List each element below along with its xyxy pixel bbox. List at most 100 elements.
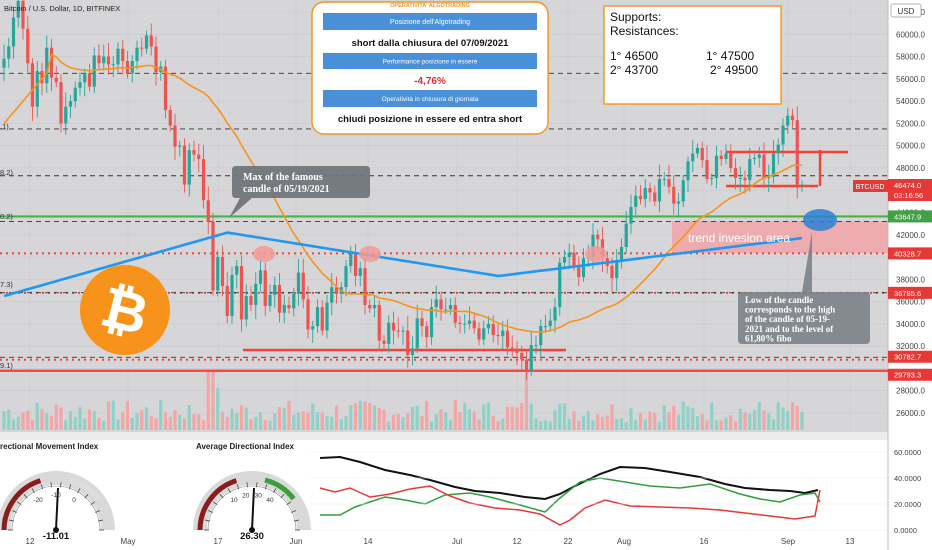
candle bbox=[657, 179, 662, 202]
candle bbox=[767, 176, 771, 178]
volume-bar bbox=[477, 419, 481, 430]
gauge-tick-label: 30 bbox=[255, 493, 263, 500]
info-box-label-bar bbox=[323, 53, 537, 69]
candle bbox=[282, 304, 286, 313]
candle bbox=[553, 307, 557, 321]
low-candle-text: 61,80% fibo bbox=[745, 333, 792, 343]
volume-bar bbox=[68, 411, 73, 430]
candle bbox=[315, 307, 320, 327]
candle bbox=[306, 299, 310, 330]
candle bbox=[406, 330, 410, 356]
time-tick-label: 17 bbox=[214, 537, 223, 546]
volume-bar bbox=[292, 414, 296, 430]
btcusd-price: 46474.0 bbox=[894, 181, 921, 190]
highlight-circle bbox=[585, 246, 607, 262]
candle bbox=[781, 125, 785, 145]
candle bbox=[73, 87, 77, 102]
gauges: rectional Movement Index -20 -10 0 -11.01 Ave… bbox=[0, 442, 311, 542]
volume-bar bbox=[144, 407, 149, 430]
volume-bar bbox=[733, 421, 738, 430]
candle bbox=[116, 48, 120, 65]
candle bbox=[738, 177, 742, 179]
candle bbox=[182, 145, 187, 185]
gauge-tick bbox=[246, 482, 248, 488]
volume-bar bbox=[301, 411, 305, 430]
volume-bar bbox=[714, 420, 719, 430]
red-level-tag bbox=[888, 286, 932, 299]
volume-bar bbox=[520, 402, 524, 430]
volume-bar bbox=[548, 421, 552, 430]
price-tick-label: 52000.0 bbox=[896, 119, 925, 128]
candle bbox=[192, 150, 196, 155]
time-tick-label: May bbox=[120, 537, 135, 546]
candle bbox=[135, 47, 139, 62]
gauge-tick bbox=[40, 484, 44, 490]
candle bbox=[719, 155, 723, 160]
volume-bar bbox=[767, 412, 771, 430]
candle bbox=[548, 320, 552, 327]
candle bbox=[748, 159, 752, 181]
candle bbox=[382, 340, 386, 344]
candle bbox=[686, 161, 690, 181]
left-edge-label: .1) bbox=[0, 122, 9, 131]
gauge-arc-accent bbox=[264, 477, 296, 501]
left-edge-label: 9.1) bbox=[0, 361, 13, 370]
time-axis-labels: 12 May 17 Jun 14 Jul 12 22 Aug 16 Sep 13 bbox=[26, 537, 855, 546]
ma-long-line bbox=[3, 231, 803, 298]
candle bbox=[448, 304, 453, 310]
candle bbox=[472, 320, 476, 329]
volume-bar bbox=[216, 388, 220, 430]
candle bbox=[624, 223, 628, 248]
candle bbox=[83, 73, 87, 83]
volume-bar bbox=[439, 409, 443, 430]
candle bbox=[277, 284, 282, 313]
volume-bar bbox=[244, 407, 248, 430]
resistance-2: 2° 49500 bbox=[710, 63, 759, 77]
candle bbox=[344, 265, 348, 288]
gauge-tick-label: 40 bbox=[266, 497, 274, 504]
volume-bar bbox=[406, 413, 410, 430]
volume-bar bbox=[353, 403, 358, 430]
volume-bar bbox=[35, 402, 39, 430]
candle bbox=[144, 35, 149, 49]
candle bbox=[467, 320, 472, 324]
candle bbox=[410, 348, 415, 356]
candle bbox=[49, 47, 54, 78]
volume-bar bbox=[154, 418, 158, 430]
candle bbox=[211, 221, 215, 291]
volume-bar bbox=[372, 405, 377, 430]
candle bbox=[453, 304, 457, 323]
volume-bars bbox=[2, 372, 804, 430]
volume-bar bbox=[762, 410, 766, 430]
volume-bar bbox=[268, 420, 272, 430]
gauge-hub bbox=[53, 527, 59, 533]
volume-bar bbox=[401, 417, 405, 430]
candle bbox=[491, 323, 495, 336]
gauge-arc-red bbox=[1, 478, 42, 531]
volume-bar bbox=[2, 411, 6, 430]
volume-bar bbox=[249, 419, 253, 430]
volume-bar bbox=[192, 414, 196, 430]
btcusd-price-tag bbox=[888, 179, 932, 201]
volume-bar bbox=[391, 414, 396, 430]
candle bbox=[154, 46, 158, 73]
volume-bar bbox=[45, 412, 49, 430]
bitcoin-logo: ₿ bbox=[80, 265, 170, 355]
btcusd-symbol-label: BTCUSD bbox=[856, 184, 885, 191]
dmi-axis-label: 0.0000 bbox=[894, 526, 917, 535]
candle bbox=[439, 299, 443, 310]
adx-line bbox=[319, 455, 819, 501]
volume-bar bbox=[235, 413, 239, 430]
volume-bar bbox=[539, 421, 543, 430]
volume-bar bbox=[729, 415, 733, 430]
volume-bar bbox=[273, 412, 277, 430]
candle bbox=[691, 153, 695, 162]
info-box-value-1: short dalla chiusura del 07/09/2021 bbox=[352, 38, 510, 49]
candle bbox=[790, 115, 795, 121]
volume-bar bbox=[496, 421, 500, 430]
candle bbox=[258, 270, 263, 284]
volume-bar bbox=[752, 410, 757, 430]
btcusd-symbol-tag bbox=[853, 180, 888, 192]
